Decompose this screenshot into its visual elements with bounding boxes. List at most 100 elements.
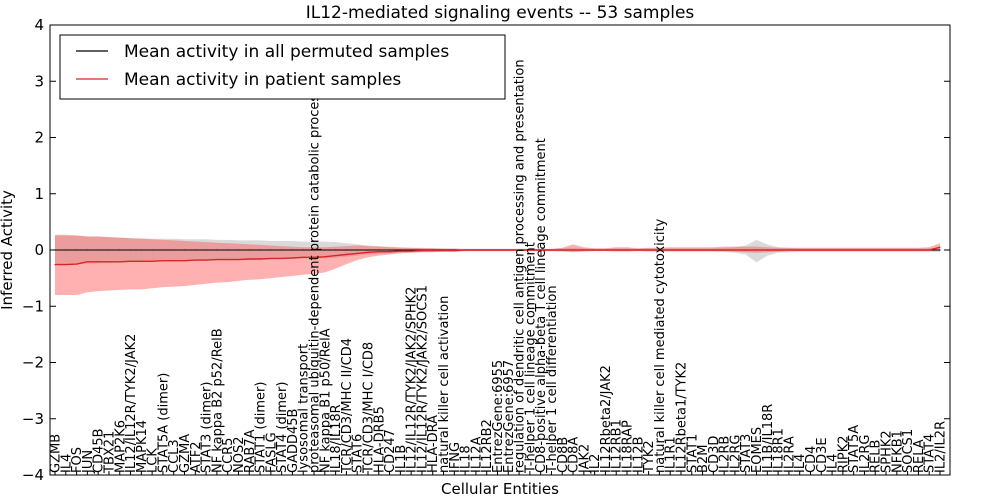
x-tick-label: CD8A — [567, 437, 582, 473]
data-point — [777, 249, 779, 251]
x-tick-label: ATF2 — [189, 441, 204, 473]
x-tick-label: CD3D — [707, 436, 722, 473]
data-point — [194, 249, 196, 251]
data-point — [701, 249, 704, 251]
band-patient — [55, 234, 940, 295]
data-point — [227, 249, 229, 251]
data-point — [270, 257, 272, 260]
data-point — [507, 249, 509, 251]
data-point — [97, 261, 99, 263]
data-point — [637, 249, 639, 251]
data-point — [853, 249, 855, 251]
data-point — [863, 249, 866, 251]
x-tick-label: NFKB1 — [890, 430, 905, 473]
x-tick-label: TYK2 — [642, 440, 657, 474]
data-point — [917, 249, 920, 251]
x-tick-label: IL12/IL12R/TYK2/JAK2/SPHK2 — [405, 287, 420, 473]
data-point — [842, 249, 844, 251]
x-tick-label: regulation of dendritic cell antigen pro… — [513, 59, 528, 473]
data-point — [119, 249, 121, 251]
data-point — [291, 249, 294, 251]
x-tick-label: RIPK2 — [836, 435, 851, 473]
data-point — [604, 249, 607, 251]
data-point — [205, 259, 207, 261]
x-tick-label: NOS2 — [232, 437, 247, 473]
x-tick-label: IL18RAP — [621, 420, 636, 473]
data-point — [432, 249, 434, 252]
data-point — [388, 249, 391, 251]
data-point — [583, 249, 585, 251]
x-tick-label: IL4 — [793, 454, 808, 473]
x-tick-label: CD8B — [556, 437, 571, 473]
x-ticks: GZMBIL4FOSJUNCD45BTBX21MAP2K6IL12/IL12R/… — [49, 59, 949, 475]
data-point — [108, 261, 110, 263]
data-point — [475, 249, 477, 251]
y-axis-label: Inferred Activity — [0, 190, 16, 310]
data-point — [151, 260, 153, 262]
data-point — [626, 249, 628, 251]
y-tick-label: −4 — [22, 466, 44, 484]
x-tick-label: JAK2 — [577, 444, 592, 474]
data-point — [205, 249, 207, 251]
data-point — [356, 249, 358, 251]
series-lines — [54, 246, 941, 266]
data-point — [356, 252, 358, 254]
data-point — [486, 249, 488, 251]
data-point — [194, 259, 196, 261]
data-point — [594, 249, 596, 251]
x-tick-label: JUN — [81, 450, 96, 474]
x-tick-label: GZMA — [178, 434, 193, 473]
data-point — [378, 251, 380, 253]
legend: Mean activity in all permuted samples Me… — [59, 34, 506, 100]
x-tick-label: GZMB — [49, 434, 64, 473]
x-tick-label: MAP2K6 — [113, 420, 128, 473]
x-tick-label: CD8-positive alpha-beta T cell lineage c… — [534, 138, 549, 473]
x-tick-label: HLA-DRA — [426, 415, 441, 473]
x-tick-label: IL1R1 — [664, 436, 679, 473]
data-point — [281, 257, 283, 260]
data-point — [896, 249, 898, 251]
data-point — [54, 264, 56, 266]
data-point — [313, 256, 315, 258]
data-point — [712, 249, 714, 251]
x-tick-label: STAT5A — [847, 425, 862, 473]
x-tick-label: CD247 — [383, 429, 398, 473]
data-point — [939, 246, 941, 248]
data-point — [75, 249, 78, 251]
data-point — [313, 249, 315, 251]
x-tick-label: STAT3 — [739, 434, 754, 473]
x-tick-label: EOMES — [750, 427, 765, 473]
data-point — [928, 249, 930, 251]
data-point — [119, 261, 121, 263]
data-point — [453, 249, 455, 252]
data-point — [248, 258, 250, 260]
data-point — [874, 249, 876, 251]
data-point — [216, 249, 218, 251]
data-point — [529, 249, 531, 251]
data-point — [216, 258, 218, 261]
data-point — [421, 249, 423, 252]
data-point — [939, 249, 941, 251]
data-point — [345, 253, 348, 256]
y-tick-label: 2 — [34, 129, 44, 147]
x-tick-label: IL4 — [826, 454, 841, 473]
legend-box — [59, 34, 506, 100]
data-point — [162, 249, 164, 251]
x-tick-label: IL2RA — [782, 436, 797, 473]
x-tick-label: T-helper 1 cell lineage commitment — [523, 242, 538, 474]
x-tick-label: EntrezGene:6957 — [502, 360, 517, 473]
x-tick-label: STAT1 — [685, 434, 700, 473]
x-tick-label: RELB — [869, 440, 884, 473]
x-tick-label: CD4 — [804, 446, 819, 473]
data-point — [227, 258, 229, 261]
x-tick-label: TCR/CD3/MHC I/CD8 — [361, 342, 376, 474]
y-tick-label: −1 — [22, 297, 44, 315]
data-point — [518, 249, 520, 251]
x-tick-label: SOCS1 — [901, 429, 916, 473]
data-point — [831, 249, 833, 251]
data-point — [173, 260, 175, 262]
x-tick-label: IL12/IL12R/TYK2/JAK2 — [124, 334, 139, 473]
data-point — [324, 256, 326, 258]
data-point — [237, 258, 240, 261]
data-point — [691, 249, 693, 251]
